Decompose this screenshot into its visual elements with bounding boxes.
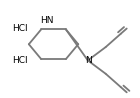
Text: HCl: HCl	[12, 24, 28, 33]
Text: N: N	[85, 56, 92, 65]
Text: HCl: HCl	[12, 56, 28, 65]
Text: HN: HN	[40, 16, 53, 25]
